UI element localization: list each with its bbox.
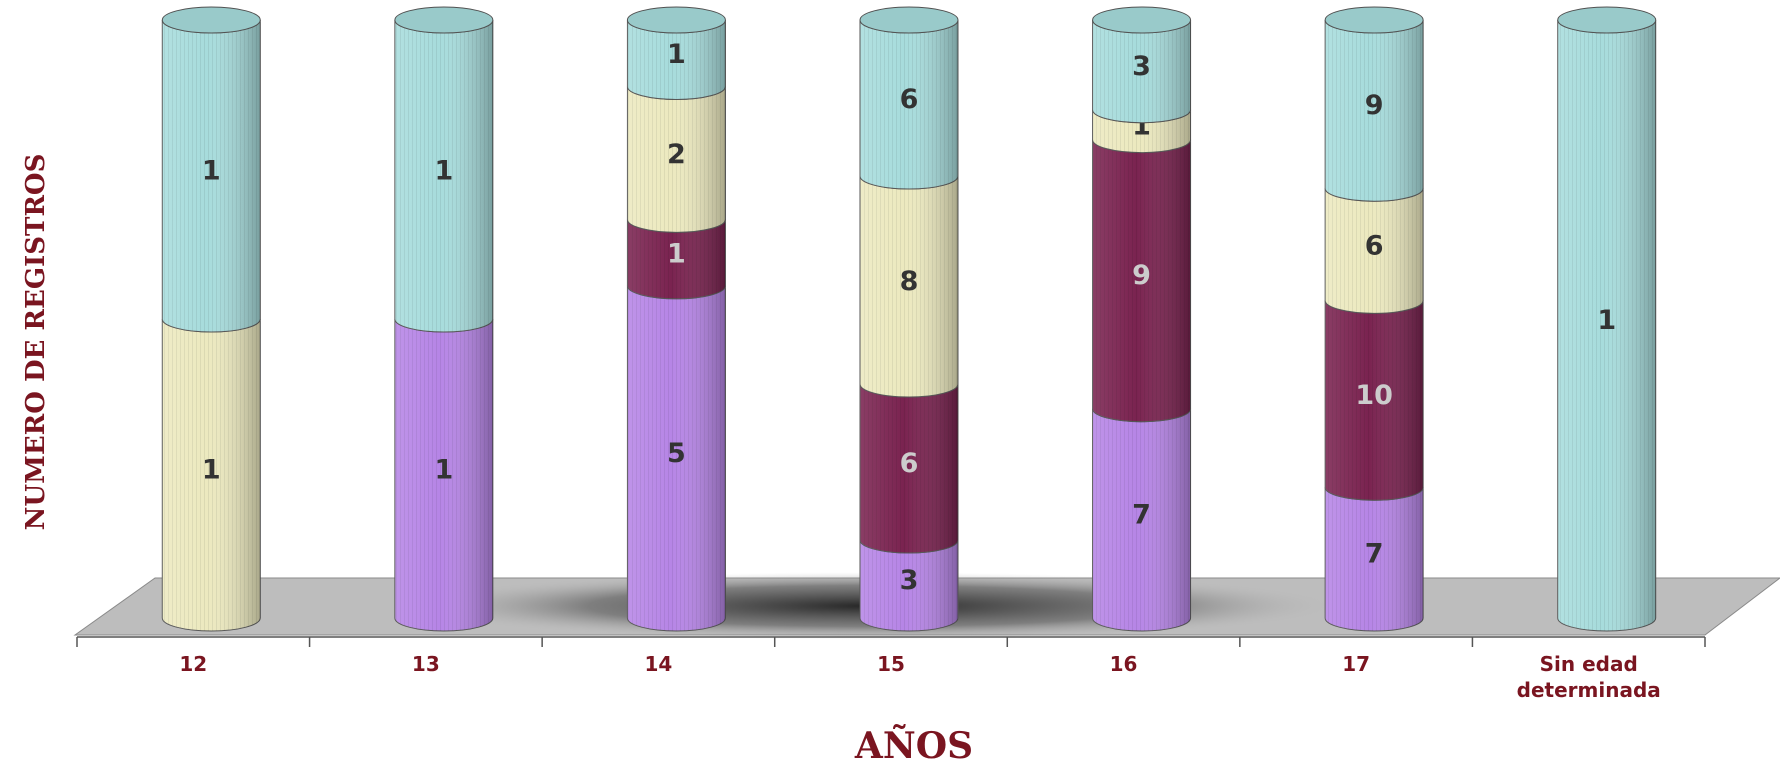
bar-top-cap-shade	[162, 7, 260, 33]
data-label: 6	[1365, 230, 1384, 261]
category-label: 13	[412, 652, 440, 676]
category-label: 15	[877, 652, 905, 676]
data-label: 1	[667, 239, 686, 270]
bar-top-cap-shade	[1325, 7, 1423, 33]
data-label: 7	[1365, 539, 1384, 570]
data-label: 1	[202, 455, 221, 486]
bar-3: 5 1 2 1	[627, 7, 725, 631]
bar-4: 3 6 8 6	[860, 7, 958, 631]
data-label: 1	[1597, 305, 1616, 336]
data-label: 1	[434, 156, 453, 187]
data-label: 3	[900, 565, 919, 596]
data-label: 7	[1132, 499, 1151, 530]
data-label: 6	[900, 448, 919, 479]
data-label: 9	[1365, 90, 1384, 121]
data-label: 2	[667, 139, 686, 170]
bar-2: 11	[395, 7, 493, 631]
category-label: 16	[1110, 652, 1138, 676]
data-label: 6	[900, 84, 919, 115]
data-label: 1	[202, 156, 221, 187]
data-label: 9	[1132, 260, 1151, 291]
bar-7: 1	[1558, 7, 1656, 631]
data-label: 10	[1355, 380, 1393, 411]
y-axis-title: NUMERO DE REGISTROS	[21, 154, 51, 531]
bar-6: 7 10 6 9	[1325, 7, 1423, 631]
x-axis-title: AÑOS	[854, 725, 973, 766]
category-label: 12	[179, 652, 207, 676]
bar-top-cap-shade	[395, 7, 493, 33]
data-label: 3	[1132, 51, 1151, 82]
bar-top-cap-shade	[1558, 7, 1656, 33]
bar-top-cap-shade	[860, 7, 958, 33]
x-axis: 12 13 14 15 16 17 Sin edad determinada	[77, 637, 1705, 702]
bar-top-cap-shade	[1093, 7, 1191, 33]
bar-top-cap-shade	[627, 7, 725, 33]
bar-1: 11	[162, 7, 260, 631]
data-label: 1	[434, 455, 453, 486]
category-label: 17	[1342, 652, 1370, 676]
data-label: 1	[667, 39, 686, 70]
data-label: 5	[667, 438, 686, 469]
category-label: Sin edad determinada	[1517, 652, 1661, 702]
data-label: 8	[900, 266, 919, 297]
category-label: 14	[645, 652, 673, 676]
